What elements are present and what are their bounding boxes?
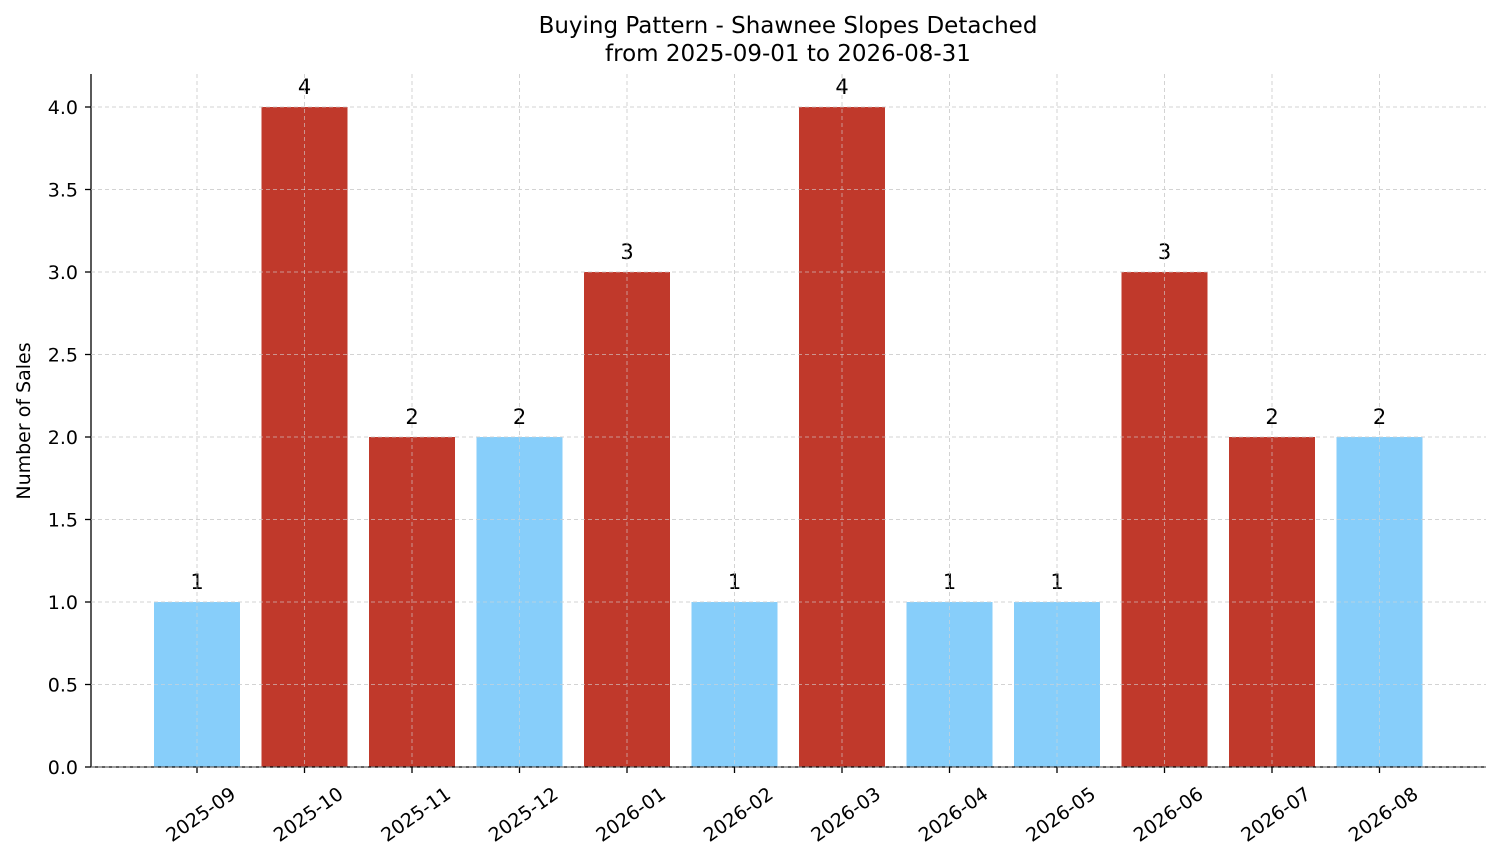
y-tick-label: 0.5 (48, 675, 78, 697)
y-tick-label: 2.5 (48, 345, 78, 367)
x-tick-label: 2025-11 (377, 783, 455, 847)
x-tick-label: 2026-03 (807, 783, 885, 847)
y-tick-label: 4.0 (48, 97, 78, 119)
x-tick-label: 2026-02 (700, 783, 778, 847)
bar-value-label: 4 (835, 75, 848, 99)
x-tick-label: 2025-10 (270, 783, 348, 847)
x-tick-label: 2025-12 (485, 783, 563, 847)
y-tick-label: 1.5 (48, 510, 78, 532)
x-tick-label: 2026-04 (915, 783, 993, 847)
x-tick-label: 2025-09 (162, 783, 240, 847)
y-tick-label: 0.0 (48, 757, 78, 779)
x-ticks: 2025-09 2025-10 2025-11 2025-12 2026-01 2026-… (162, 767, 1422, 847)
x-tick-label: 2026-06 (1130, 783, 1208, 847)
x-tick-label: 2026-05 (1022, 783, 1100, 847)
chart-title: Buying Pattern - Shawnee Slopes Detached (539, 13, 1038, 39)
x-tick-label: 2026-08 (1345, 783, 1423, 847)
y-ticks: 0.0 0.5 1.0 1.5 2.0 2.5 3.0 3.5 4.0 (48, 97, 91, 779)
x-tick-label: 2026-01 (592, 783, 670, 847)
y-axis-label: Number of Sales (13, 342, 35, 499)
x-tick-label: 2026-07 (1237, 783, 1315, 847)
chart-subtitle: from 2025-09-01 to 2026-08-31 (605, 41, 971, 67)
bar-value-label: 4 (298, 75, 311, 99)
y-tick-label: 3.5 (48, 180, 78, 202)
y-tick-label: 3.0 (48, 262, 78, 284)
y-tick-label: 2.0 (48, 427, 78, 449)
y-tick-label: 1.0 (48, 592, 78, 614)
